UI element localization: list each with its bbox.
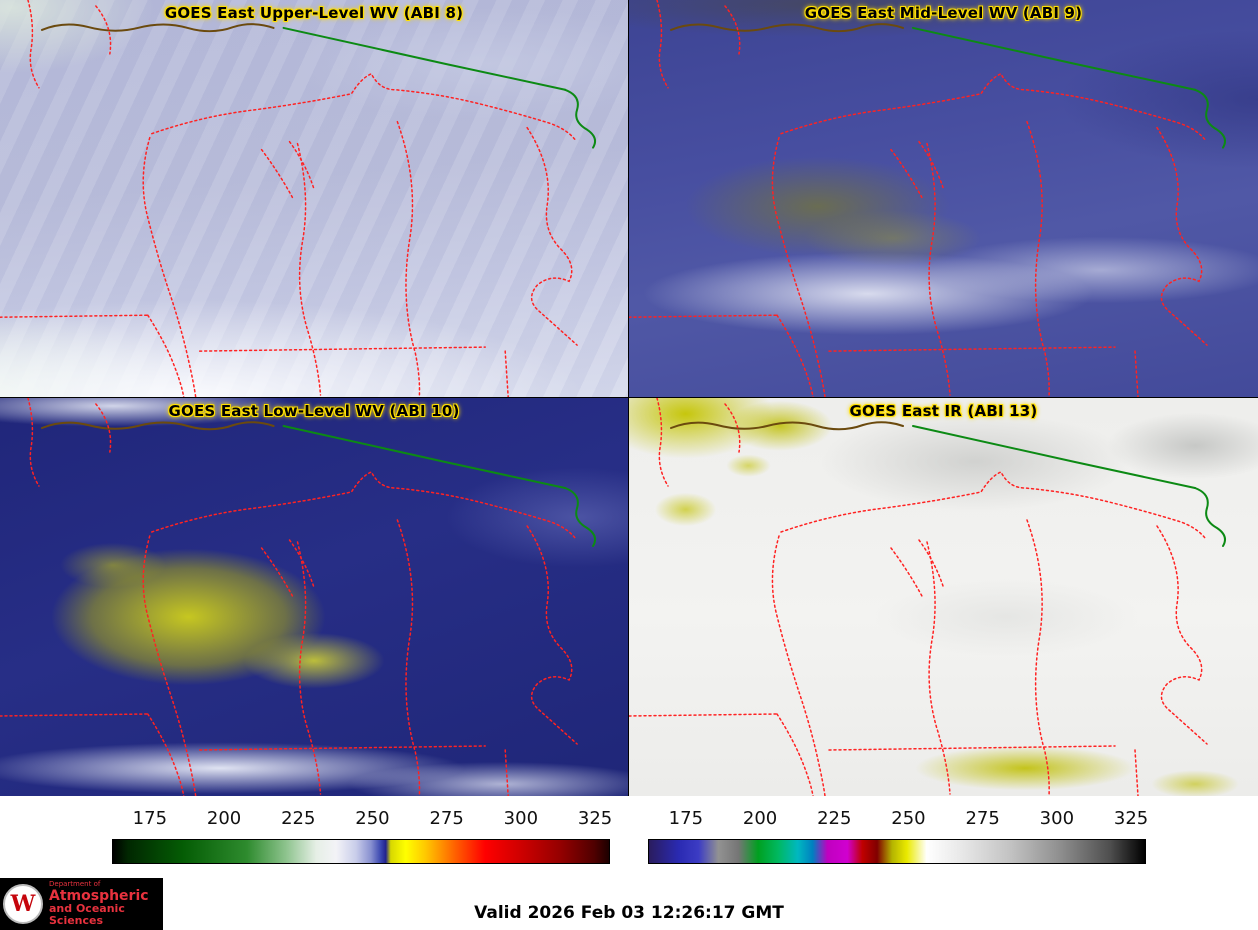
crest-letter: W bbox=[10, 891, 36, 917]
map-borders-overlay bbox=[629, 0, 1226, 397]
logo-text: Department of Atmospheric and Oceanic Sc… bbox=[49, 880, 163, 928]
logo-name-line1: Atmospheric bbox=[49, 887, 149, 904]
colorbar-tick: 275 bbox=[965, 808, 1000, 829]
colorbar-tick: 300 bbox=[503, 808, 539, 829]
colorbar-tick: 175 bbox=[668, 808, 704, 829]
panel-title-abi13: GOES East IR (ABI 13) bbox=[849, 402, 1038, 420]
uw-aos-logo: W Department of Atmospheric and Oceanic … bbox=[0, 878, 163, 930]
colorbar-tick: 300 bbox=[1039, 808, 1075, 829]
colorbar-tick: 325 bbox=[1113, 808, 1149, 829]
panel-ir: GOES East IR (ABI 13) bbox=[629, 398, 1258, 796]
panel-upper-level-wv: GOES East Upper-Level WV (ABI 8) bbox=[0, 0, 629, 398]
colorbar-tick: 325 bbox=[577, 808, 613, 829]
footer: W Department of Atmospheric and Oceanic … bbox=[0, 878, 1258, 930]
panel-mid-level-wv: GOES East Mid-Level WV (ABI 9) bbox=[629, 0, 1258, 398]
colorbar-tick: 250 bbox=[891, 808, 926, 829]
panel-grid: GOES East Upper-Level WV (ABI 8) GOES Ea… bbox=[0, 0, 1258, 796]
map-borders-overlay bbox=[0, 0, 597, 397]
panel-title-abi10: GOES East Low-Level WV (ABI 10) bbox=[168, 402, 460, 420]
colorbar-tick: 225 bbox=[817, 808, 852, 829]
wv-colorbar-ticks: 175 200 225 250 275 300 325 bbox=[112, 806, 613, 836]
wv-colorbar: 175 200 225 250 275 300 325 bbox=[112, 806, 613, 864]
valid-timestamp: Valid 2026 Feb 03 12:26:17 GMT bbox=[474, 903, 784, 923]
colorbar-row: 175 200 225 250 275 300 325 175 200 225 … bbox=[0, 796, 1258, 878]
ir-colorbar: 175 200 225 250 275 300 325 bbox=[648, 806, 1149, 864]
colorbar-tick: 275 bbox=[429, 808, 464, 829]
panel-title-abi9: GOES East Mid-Level WV (ABI 9) bbox=[804, 4, 1083, 22]
logo-name-line2: and Oceanic Sciences bbox=[49, 902, 125, 928]
logo-dept-line: Department of bbox=[49, 880, 101, 889]
ir-colorbar-gradient bbox=[648, 839, 1146, 864]
colorbar-tick: 250 bbox=[355, 808, 390, 829]
map-borders-overlay bbox=[629, 398, 1226, 796]
colorbar-tick: 200 bbox=[206, 808, 242, 829]
map-borders-overlay bbox=[0, 398, 597, 796]
ir-colorbar-ticks: 175 200 225 250 275 300 325 bbox=[648, 806, 1149, 836]
wv-colorbar-gradient bbox=[112, 839, 610, 864]
colorbar-tick: 200 bbox=[742, 808, 778, 829]
panel-low-level-wv: GOES East Low-Level WV (ABI 10) bbox=[0, 398, 629, 796]
colorbar-tick: 175 bbox=[132, 808, 168, 829]
colorbar-tick: 225 bbox=[281, 808, 316, 829]
uw-crest-icon: W bbox=[3, 884, 43, 924]
panel-title-abi8: GOES East Upper-Level WV (ABI 8) bbox=[164, 4, 464, 22]
